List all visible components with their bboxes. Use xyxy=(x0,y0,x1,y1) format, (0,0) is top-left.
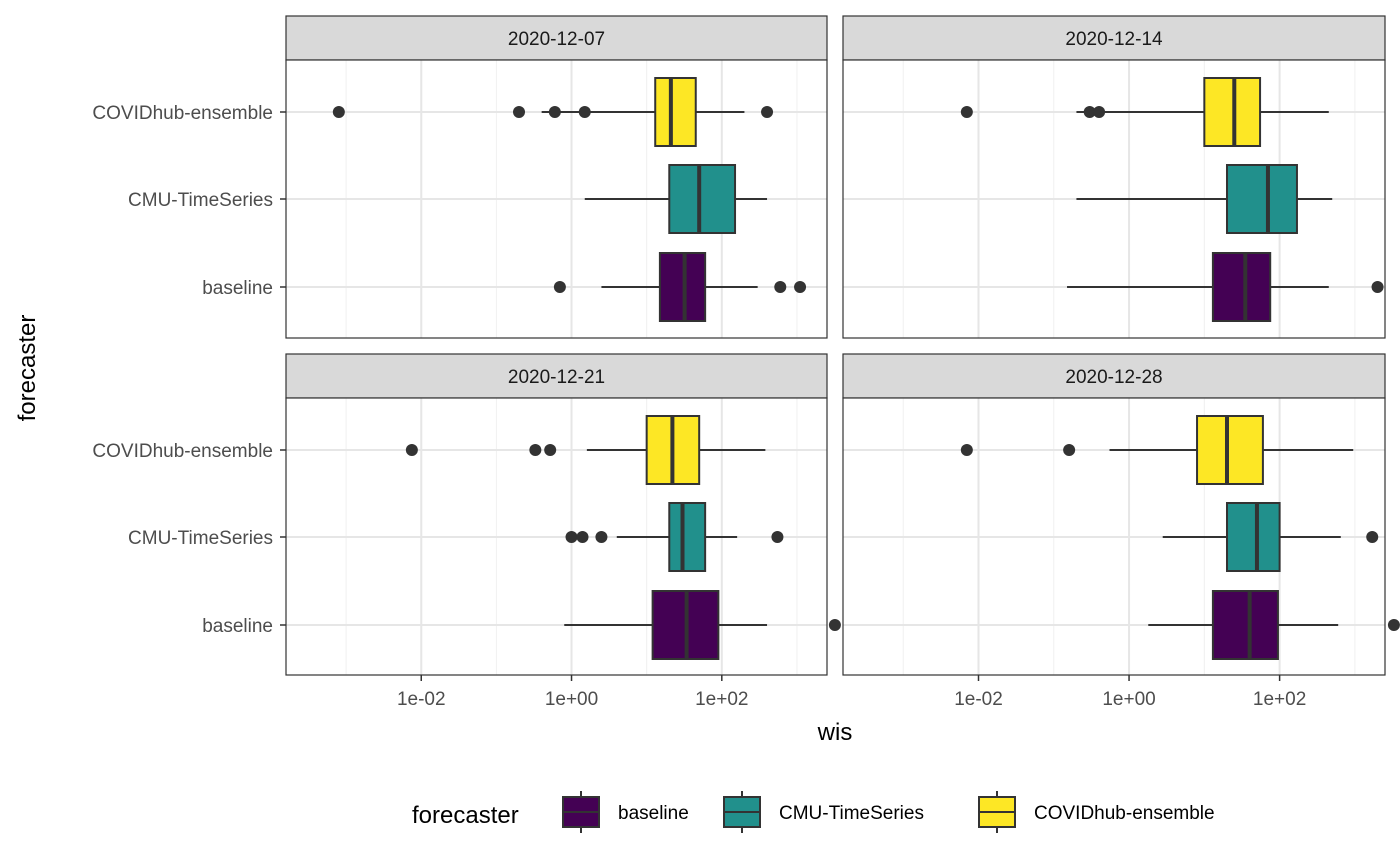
outlier-point xyxy=(576,531,589,543)
outlier-point xyxy=(332,106,345,118)
box-iqr xyxy=(1203,77,1262,147)
x-tick-label: 1e+02 xyxy=(1253,689,1306,710)
facet-strip-label: 2020-12-21 xyxy=(508,367,605,388)
facet-panel: 2020-12-28 xyxy=(842,353,1400,676)
box-iqr xyxy=(1196,415,1264,485)
y-tick-label: COVIDhub-ensemble xyxy=(92,103,273,124)
outlier-point xyxy=(544,444,557,456)
boxplot-COVIDhub-ensemble xyxy=(960,77,1329,147)
panel-border xyxy=(842,59,1386,339)
facet-strip-label: 2020-12-14 xyxy=(1065,29,1163,50)
y-tick-label: baseline xyxy=(202,616,273,637)
outlier-point xyxy=(1387,619,1400,631)
legend-item: CMU-TimeSeries xyxy=(723,791,924,833)
box-iqr xyxy=(668,502,707,572)
outlier-point xyxy=(1366,531,1379,543)
panel-border xyxy=(842,397,1386,676)
outlier-point xyxy=(794,281,807,293)
legend-item: baseline xyxy=(562,791,689,833)
outlier-point xyxy=(405,444,418,456)
outlier-point xyxy=(578,106,591,118)
facet-strip xyxy=(842,15,1386,61)
y-axis: COVIDhub-ensemble CMU-TimeSeries baseline C… xyxy=(92,103,286,637)
outlier-point xyxy=(960,444,973,456)
outlier-point xyxy=(595,531,608,543)
boxplot-baseline xyxy=(553,252,807,322)
facet-strip-label: 2020-12-07 xyxy=(508,29,605,50)
facet-panel: 2020-12-21 xyxy=(285,353,841,676)
y-tick-label: baseline xyxy=(202,278,273,299)
outlier-point xyxy=(513,106,526,118)
panels: 2020-12-07 2020-12-14 2020-12-21 2020-12-28 xyxy=(285,15,1400,676)
legend-item: COVIDhub-ensemble xyxy=(978,791,1215,833)
boxplot-baseline xyxy=(564,590,841,660)
facet-panel: 2020-12-14 xyxy=(842,15,1386,339)
y-tick-label: CMU-TimeSeries xyxy=(128,190,273,211)
legend: forecaster baseline CMU-TimeSeries COVIDhu… xyxy=(412,791,1215,833)
y-tick-label: COVIDhub-ensemble xyxy=(92,441,273,462)
boxplot-COVIDhub-ensemble xyxy=(405,415,766,485)
legend-title: forecaster xyxy=(412,802,519,829)
x-tick-label: 1e+00 xyxy=(1102,689,1155,710)
boxplot-CMU-TimeSeries xyxy=(1162,502,1379,572)
facet-panel: 2020-12-07 xyxy=(285,15,828,339)
boxplot-CMU-TimeSeries xyxy=(584,164,768,234)
x-tick-label: 1e-02 xyxy=(954,689,1003,710)
outlier-point xyxy=(1371,281,1384,293)
x-axis: 1e-02 1e+00 1e+02 1e-02 1e+00 1e+02 xyxy=(397,675,1306,710)
box-iqr xyxy=(668,164,737,234)
x-tick-label: 1e+00 xyxy=(545,689,598,710)
outlier-point xyxy=(529,444,542,456)
boxplot-CMU-TimeSeries xyxy=(565,502,784,572)
legend-label: CMU-TimeSeries xyxy=(779,803,924,824)
outlier-point xyxy=(548,106,561,118)
x-tick-label: 1e-02 xyxy=(397,689,446,710)
facet-strip xyxy=(842,353,1386,399)
outlier-point xyxy=(774,281,787,293)
x-tick-label: 1e+02 xyxy=(695,689,748,710)
outlier-point xyxy=(828,619,841,631)
box-iqr xyxy=(1225,502,1281,572)
y-axis-title: forecaster xyxy=(14,315,41,422)
boxplot-baseline xyxy=(1148,590,1400,660)
x-axis-title: wis xyxy=(817,719,853,746)
outlier-point xyxy=(771,531,784,543)
outlier-point xyxy=(1063,444,1076,456)
legend-label: COVIDhub-ensemble xyxy=(1034,803,1215,824)
outlier-point xyxy=(565,531,578,543)
outlier-point xyxy=(1093,106,1106,118)
box-iqr xyxy=(658,252,707,322)
legend-label: baseline xyxy=(618,803,689,824)
box-iqr xyxy=(1211,252,1272,322)
outlier-point xyxy=(1083,106,1096,118)
box-iqr xyxy=(1225,164,1298,234)
box-iqr xyxy=(1211,590,1279,660)
boxplot-CMU-TimeSeries xyxy=(1076,164,1333,234)
y-tick-label: CMU-TimeSeries xyxy=(128,528,273,549)
boxplot-COVIDhub-ensemble xyxy=(960,415,1354,485)
boxplot-baseline xyxy=(1067,252,1384,322)
outlier-point xyxy=(960,106,973,118)
outlier-point xyxy=(761,106,774,118)
box-iqr xyxy=(654,77,697,147)
boxplot-COVIDhub-ensemble xyxy=(332,77,774,147)
facet-strip-label: 2020-12-28 xyxy=(1065,367,1162,388)
outlier-point xyxy=(553,281,566,293)
facet-strip xyxy=(285,15,828,61)
